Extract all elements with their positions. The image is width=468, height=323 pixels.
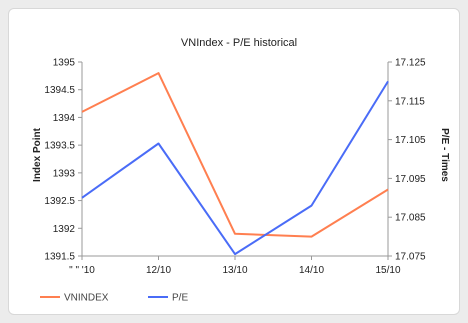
y-right-tick-label: 17.105 xyxy=(395,135,426,146)
y-left-tick-label: 1395 xyxy=(53,58,76,69)
chart-card xyxy=(8,8,460,315)
y-left-tick-label: 1394 xyxy=(53,113,76,124)
x-tick-label: 13/10 xyxy=(222,265,247,276)
x-tick-label: 15/10 xyxy=(375,265,400,276)
y-right-tick-label: 17.125 xyxy=(395,58,426,69)
y-left-tick-label: 1393 xyxy=(53,168,76,179)
x-tick-label: 14/10 xyxy=(299,265,324,276)
legend-label-vnindex: VNINDEX xyxy=(64,293,109,304)
y-left-tick-label: 1392 xyxy=(53,224,76,235)
y-axis-left-ticks: 1391.5 1392 1392.5 1393 1393.5 1394 1394.5 1395 xyxy=(44,58,82,263)
legend-label-p-e: P/E xyxy=(172,293,188,304)
chart-series xyxy=(81,72,389,256)
chart-legend: VNINDEX P/E xyxy=(40,293,188,304)
x-tick-label: " " '10 xyxy=(69,265,95,276)
y-left-tick-label: 1393.5 xyxy=(44,141,75,152)
y-left-tick-label: 1394.5 xyxy=(44,85,75,96)
chart-axes xyxy=(81,62,389,257)
series-line-p-e xyxy=(81,80,389,256)
y-axis-left-title: Index Point xyxy=(32,127,43,182)
y-axis-right-ticks: 17.075 17.085 17.095 17.105 17.115 17.125 xyxy=(388,58,426,263)
y-right-tick-label: 17.115 xyxy=(395,96,425,107)
series-line-vnindex xyxy=(81,72,389,238)
y-right-tick-label: 17.095 xyxy=(395,174,426,185)
x-axis-ticks: " " '10 12/10 13/10 14/10 15/10 xyxy=(69,256,401,276)
y-right-tick-label: 17.075 xyxy=(395,252,426,263)
y-left-tick-label: 1392.5 xyxy=(44,196,75,207)
y-axis-right-title: P/E - Times xyxy=(439,128,450,182)
y-left-tick-label: 1391.5 xyxy=(44,252,75,263)
x-tick-label: 12/10 xyxy=(146,265,171,276)
chart-title: VNIndex - P/E historical xyxy=(181,37,297,49)
y-right-tick-label: 17.085 xyxy=(395,213,426,224)
